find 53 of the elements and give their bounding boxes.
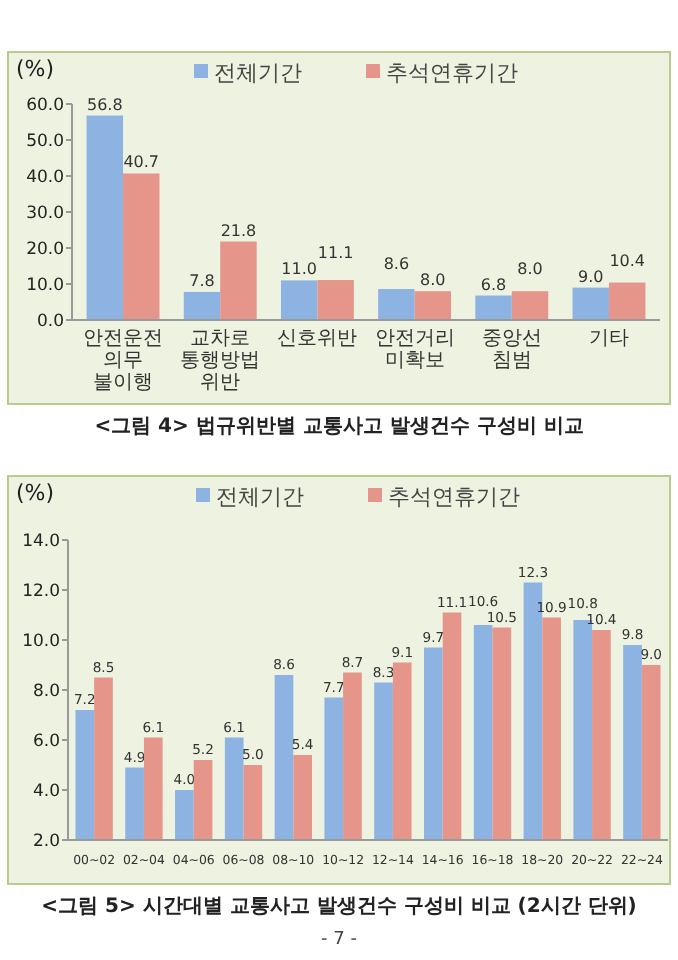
y-tick-label: 60.0 [26, 95, 64, 116]
data-label: 8.0 [517, 259, 543, 278]
data-label: 21.8 [220, 221, 257, 240]
bar [123, 173, 160, 320]
y-tick-label: 6.0 [32, 731, 60, 752]
data-label: 40.7 [123, 153, 160, 172]
y-tick-label: 0.0 [36, 311, 64, 332]
y-tick-label: 50.0 [26, 131, 64, 152]
text: <그림 4> 법규위반별 교통사고 발생건수 구성비 비교 [94, 416, 584, 438]
x-tick-label: 신호위반 [277, 328, 358, 350]
data-label: 56.8 [86, 95, 123, 114]
y-tick-label: 4.0 [32, 781, 60, 802]
data-label: 6.8 [480, 275, 507, 294]
legend-label: 추석연휴기간 [388, 484, 520, 510]
legend-label: 전체기간 [214, 60, 302, 86]
y-tick-label: 20.0 [26, 239, 64, 260]
data-label: 8.0 [420, 271, 446, 290]
bar [220, 241, 257, 320]
bar [280, 280, 318, 320]
bar [317, 280, 354, 320]
y-tick-label: 40.0 [26, 167, 64, 188]
bar [414, 291, 452, 320]
x-tick-label: 안전운전의무 불이행 [83, 328, 164, 394]
x-tick-label: 중앙선 침범 [481, 328, 542, 372]
legend-label: 전체기간 [216, 484, 304, 510]
bar [572, 287, 609, 320]
data-label: 10.4 [609, 251, 646, 270]
y-tick-label: 2.0 [32, 831, 60, 852]
x-tick-label: 안전거리 미확보 [374, 328, 455, 372]
y-tick-label: 10.0 [22, 631, 60, 652]
y-tick-label: 12.0 [22, 581, 60, 602]
data-label: 7.8 [189, 271, 215, 290]
bar [608, 282, 646, 320]
bar [378, 289, 415, 320]
bar [86, 115, 124, 320]
legend-label: 추석연휴기간 [386, 60, 518, 86]
y-axis-title: (%) [16, 480, 55, 506]
x-tick-label: 교차로 통행방법위반 [180, 328, 261, 394]
data-label: 11.0 [281, 260, 317, 279]
data-label: 8.6 [383, 255, 410, 274]
bar [511, 291, 549, 320]
text: - 7 - [321, 930, 357, 950]
x-tick-label: 기타 [588, 328, 629, 350]
y-tick-label: 14.0 [22, 531, 60, 552]
y-axis-title: (%) [16, 56, 55, 82]
data-label: 11.1 [317, 244, 354, 263]
y-tick-label: 30.0 [26, 203, 64, 224]
y-tick-label: 10.0 [26, 275, 64, 296]
text: <그림 5> 시간대별 교통사고 발생건수 구성비 비교 (2시간 단위) [41, 896, 637, 918]
data-label: 9.0 [578, 267, 604, 286]
y-tick-label: 8.0 [32, 681, 60, 702]
bar [475, 295, 512, 320]
bar [183, 291, 221, 320]
